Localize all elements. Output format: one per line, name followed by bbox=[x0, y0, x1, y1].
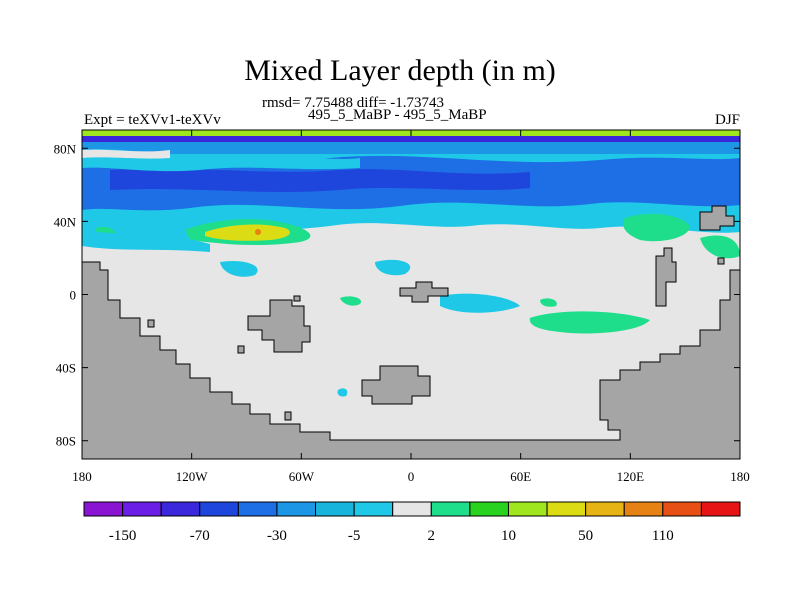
land-masses bbox=[82, 205, 740, 459]
colorbar-label: -5 bbox=[348, 528, 361, 544]
nh-strong-band bbox=[110, 168, 530, 192]
pacific-positive-region bbox=[623, 213, 690, 242]
y-tick-label: 40S bbox=[56, 361, 76, 376]
colorbar-swatch bbox=[353, 501, 394, 517]
island-landmass bbox=[247, 299, 311, 353]
colorbar-swatch bbox=[430, 501, 471, 517]
y-tick-label: 0 bbox=[70, 288, 77, 303]
experiment-label: Expt = teXVv1-teXVv bbox=[84, 112, 221, 128]
tropical-patch bbox=[375, 259, 411, 276]
colorbar-swatch bbox=[276, 501, 317, 517]
small-island bbox=[237, 345, 245, 354]
tropical-patch bbox=[440, 293, 520, 313]
colorbar-swatch bbox=[237, 501, 278, 517]
x-tick-label: 180 bbox=[72, 469, 92, 484]
colorbar-label: -70 bbox=[190, 528, 210, 544]
colorbar-swatch bbox=[585, 501, 625, 517]
nh-neutral-streak bbox=[82, 149, 170, 159]
x-tick-label: 120W bbox=[176, 469, 209, 484]
southern-patch bbox=[337, 388, 348, 397]
y-tick-label: 40N bbox=[54, 214, 77, 229]
equatorial-island-landmass bbox=[399, 281, 449, 303]
atlantic-tropical-positive bbox=[340, 296, 361, 306]
colorbar-swatch bbox=[83, 501, 124, 517]
season-label: DJF bbox=[714, 112, 740, 128]
stats-subtitle: rmsd= 7.75488 diff= -1.73743 bbox=[262, 95, 445, 111]
colorbar-label: 110 bbox=[652, 528, 674, 544]
east-positive-region bbox=[700, 235, 740, 259]
pacific-tropical-positive bbox=[529, 311, 650, 334]
nh-subtropical-band bbox=[82, 230, 210, 252]
atlantic-positive-core bbox=[205, 224, 290, 241]
tropical-patch bbox=[220, 260, 258, 277]
colorbar-swatch bbox=[469, 501, 509, 517]
colorbar-swatch bbox=[160, 501, 201, 517]
small-island bbox=[293, 295, 301, 302]
southern-island-landmass bbox=[361, 365, 431, 405]
colorbar-label: -30 bbox=[267, 528, 287, 544]
map-plot-area bbox=[82, 130, 740, 459]
northeast-landmass bbox=[699, 205, 735, 231]
y-tick-label: 80S bbox=[56, 434, 76, 449]
colorbar-swatch bbox=[122, 501, 162, 517]
x-axis: 180 120W 60W 0 60E 120E 180 bbox=[72, 130, 750, 484]
map-title: Mixed Layer depth (in m) bbox=[244, 54, 556, 87]
colorbar-label: 2 bbox=[428, 528, 436, 544]
x-tick-label: 0 bbox=[408, 469, 415, 484]
colorbar-swatch bbox=[315, 501, 355, 517]
colorbar: -150 -70 -30 -5 2 10 50 110 bbox=[83, 501, 741, 544]
colorbar-swatch bbox=[623, 501, 664, 517]
small-island bbox=[284, 411, 292, 421]
x-tick-label: 120E bbox=[617, 469, 645, 484]
colorbar-swatch bbox=[662, 501, 702, 517]
colorbar-label: 50 bbox=[578, 528, 593, 544]
eastern-island-landmass bbox=[655, 247, 677, 307]
colorbar-label: 10 bbox=[501, 528, 516, 544]
arctic-band bbox=[82, 136, 740, 142]
y-tick-label: 80N bbox=[54, 141, 77, 156]
colorbar-swatch bbox=[507, 501, 548, 517]
antarctica-and-coasts bbox=[82, 261, 740, 459]
tropical-positive-spot bbox=[540, 298, 557, 307]
small-island bbox=[147, 319, 155, 328]
x-tick-label: 60E bbox=[510, 469, 531, 484]
atlantic-positive-peak bbox=[255, 229, 261, 235]
colorbar-swatch bbox=[392, 501, 432, 517]
experiments-subtitle: 495_5_MaBP - 495_5_MaBP bbox=[308, 107, 487, 123]
x-tick-label: 180 bbox=[730, 469, 750, 484]
colorbar-swatch bbox=[546, 501, 587, 517]
colorbar-label: -150 bbox=[109, 528, 137, 544]
arctic-band bbox=[82, 142, 740, 154]
colorbar-swatch bbox=[199, 501, 239, 517]
x-tick-label: 60W bbox=[289, 469, 315, 484]
y-axis: 80N 40N 0 40S 80S bbox=[54, 141, 740, 449]
small-island bbox=[717, 257, 725, 265]
colorbar-swatch bbox=[700, 501, 741, 517]
